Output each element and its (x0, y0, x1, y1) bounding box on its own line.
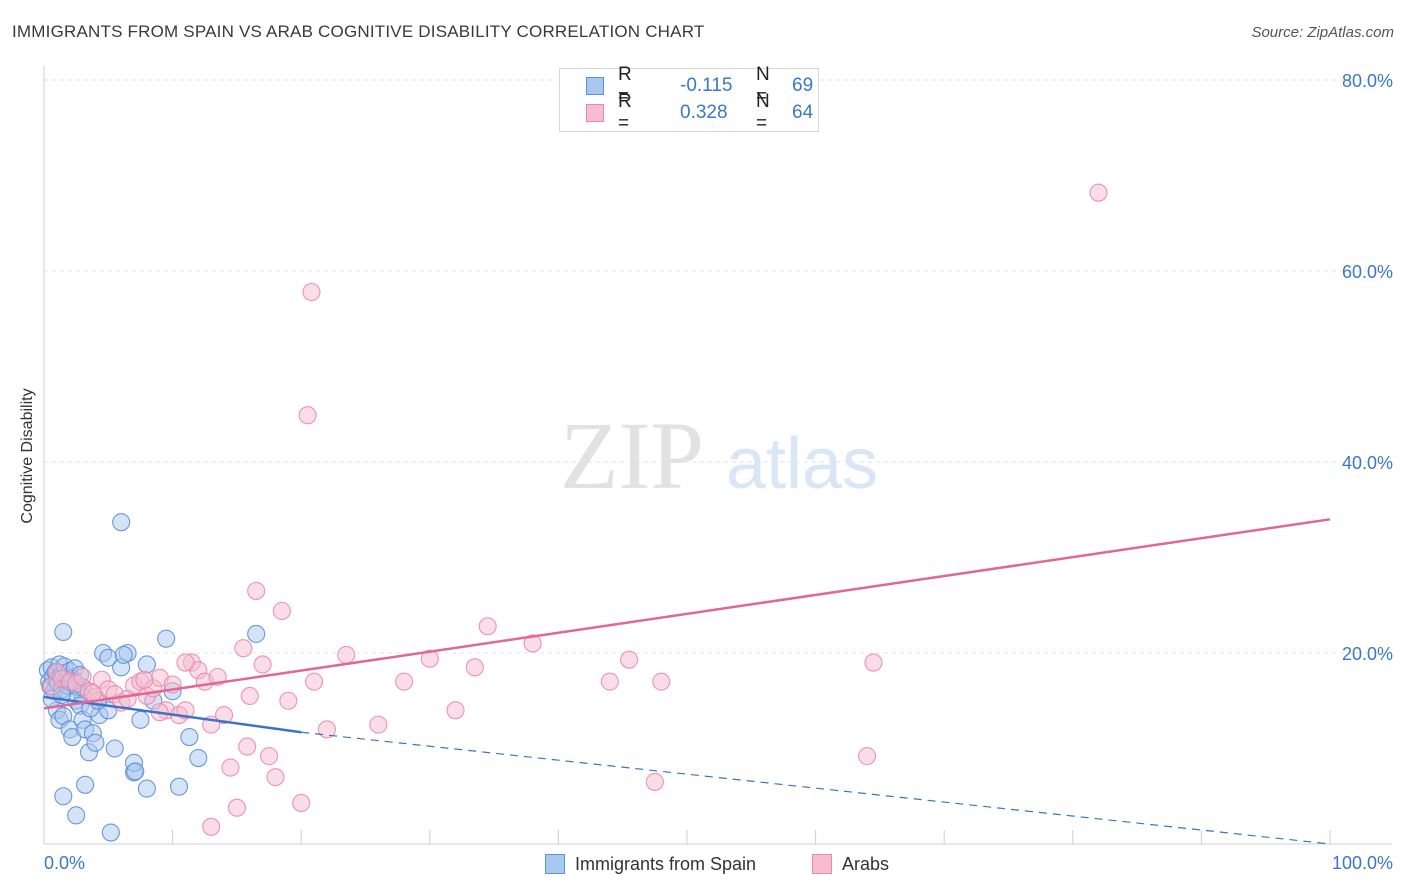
point-spain (157, 629, 176, 648)
point-arabs (234, 639, 253, 658)
point-spain (54, 622, 73, 642)
point-arabs (176, 653, 195, 672)
point-spain (169, 777, 189, 796)
point-arabs (214, 706, 234, 725)
series-arabs (42, 183, 1108, 836)
x-tick-label: 0.0% (44, 853, 85, 873)
point-arabs (864, 653, 883, 672)
point-arabs (221, 758, 240, 777)
point-spain (137, 779, 156, 798)
point-arabs (135, 670, 154, 689)
point-arabs (253, 655, 272, 674)
point-arabs (446, 701, 465, 720)
point-spain (54, 787, 73, 806)
chart-title: IMMIGRANTS FROM SPAIN VS ARAB COGNITIVE … (12, 22, 705, 41)
point-arabs (369, 715, 388, 734)
trend-line-arabs (43, 518, 1331, 710)
point-arabs (465, 658, 484, 677)
point-arabs (317, 720, 336, 739)
point-arabs (266, 768, 285, 787)
point-arabs (238, 737, 257, 756)
point-arabs (645, 772, 664, 791)
point-spain (105, 739, 124, 758)
y-tick-label: 20.0% (1342, 644, 1393, 664)
spain-swatch (586, 77, 604, 95)
point-arabs (420, 649, 439, 668)
legend-item-spain[interactable]: Immigrants from Spain (545, 852, 756, 876)
point-arabs (292, 793, 311, 812)
grid-lines (44, 79, 1392, 654)
stats-box: R = -0.115 N = 69 R = 0.328 N = 64 (559, 64, 819, 134)
point-arabs (305, 672, 324, 691)
point-spain (101, 823, 120, 842)
watermark-atlas: atlas (726, 424, 878, 504)
point-spain (67, 806, 86, 825)
point-spain (76, 775, 95, 794)
y-tick-label: 80.0% (1342, 71, 1393, 91)
point-spain (131, 710, 150, 729)
point-spain (114, 645, 133, 664)
point-arabs (620, 650, 639, 669)
axes (43, 66, 1392, 845)
point-arabs (272, 601, 291, 621)
r-value: 0.328 (680, 102, 728, 123)
point-arabs (395, 672, 414, 691)
legend-item-arabs[interactable]: Arabs (812, 852, 889, 876)
point-arabs (259, 747, 279, 766)
point-arabs (1089, 183, 1108, 202)
point-spain (99, 648, 118, 667)
point-arabs (240, 686, 259, 706)
legend-label-arabs: Arabs (842, 853, 890, 874)
point-arabs (202, 817, 221, 836)
point-arabs (302, 282, 321, 302)
legend-swatch-spain (545, 854, 565, 874)
point-arabs (523, 634, 542, 653)
arabs-swatch (586, 104, 604, 122)
point-arabs (652, 672, 671, 691)
trend-line-spain-extension (301, 731, 1331, 845)
r-label: R = (618, 91, 632, 134)
r-label: R = (618, 64, 632, 107)
watermark: ZIP atlas (560, 402, 878, 509)
tick-labels: 20.0% 40.0% 60.0% 80.0% 0.0% 100.0% (44, 71, 1393, 873)
n-label: N = (756, 91, 770, 134)
point-spain (112, 513, 131, 532)
point-arabs (298, 406, 317, 425)
point-spain (126, 762, 145, 781)
point-spain (180, 727, 199, 747)
point-arabs (247, 581, 266, 600)
n-value: 69 (792, 75, 814, 96)
point-arabs (279, 691, 298, 710)
point-arabs (227, 798, 246, 817)
point-arabs (600, 672, 619, 691)
point-spain (247, 624, 266, 643)
point-arabs (857, 747, 877, 766)
point-arabs (83, 684, 102, 703)
point-arabs (478, 617, 497, 636)
trend-lines (43, 518, 1331, 845)
x-tick-label: 100.0% (1332, 853, 1393, 873)
legend-label-spain: Immigrants from Spain (575, 853, 757, 874)
source-label: Source: ZipAtlas.com (1251, 24, 1394, 41)
legend-swatch-arabs (812, 854, 832, 874)
point-spain (137, 655, 156, 674)
y-tick-label: 60.0% (1342, 262, 1393, 282)
point-spain (189, 748, 208, 768)
n-label: N = (756, 64, 770, 107)
point-spain (86, 733, 105, 752)
n-value: 64 (792, 102, 814, 123)
point-arabs (337, 645, 356, 664)
y-tick-label: 40.0% (1342, 453, 1393, 473)
r-value: -0.115 (680, 75, 733, 96)
watermark-zip: ZIP (560, 402, 704, 509)
